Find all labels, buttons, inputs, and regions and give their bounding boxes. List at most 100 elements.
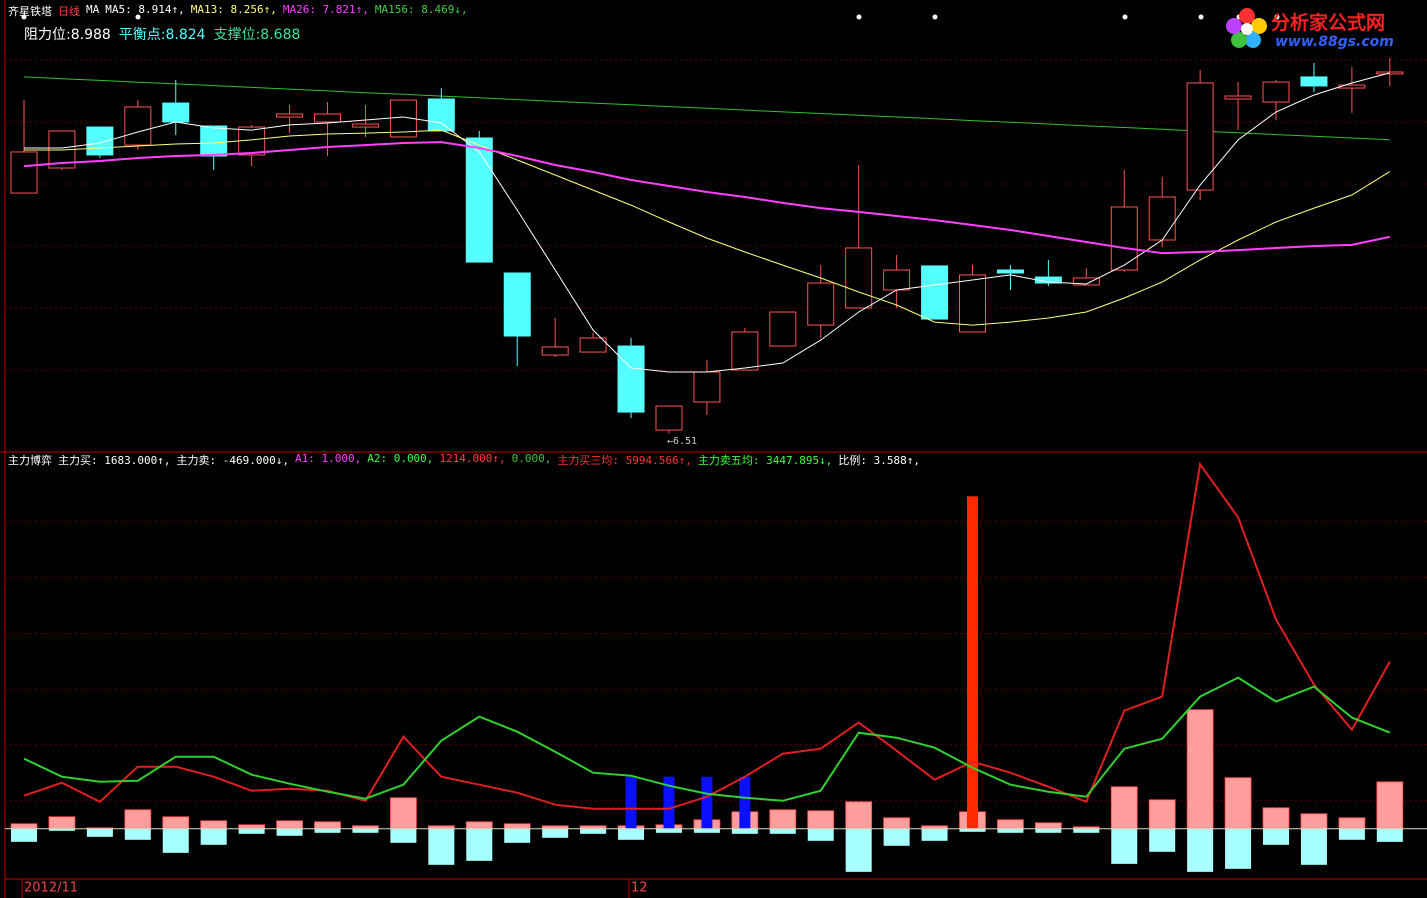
level-label: 平衡点:8.824 [118,27,206,43]
top-legend: 齐星铁塔 日线 MA MA5: 8.914↑, MA13: 8.256↑, MA26:… [8,3,468,19]
volume-bar [625,776,637,829]
average-line [23,676,1391,802]
volume-bar [11,828,37,842]
candle-body [1376,71,1404,75]
volume-bar [314,828,341,833]
volume-bar [1110,786,1138,830]
low-annotation: ←6.51 [667,436,697,447]
legend-item: MA156: 8.469↓, [374,3,468,16]
logo-url: www.88gs.com [1275,34,1394,50]
volume-bar [1149,828,1176,852]
volume-bar [769,828,796,834]
volume-bar [466,828,493,861]
volume-bar [1338,817,1366,830]
candle-body [10,151,38,194]
volume-bar [276,820,303,830]
volume-bar [1187,828,1214,872]
volume-bar [739,776,751,829]
ma-line [24,72,1390,373]
volume-bar [693,828,720,833]
legend-item: MA13: 8.256↑, [190,3,277,16]
legend-item: 1214.000↑, [439,452,506,465]
volume-bar [48,828,75,831]
candle-body [807,282,835,326]
candle-body [655,405,683,431]
volume-bar [618,828,645,840]
volume-bar [845,828,872,872]
level-label: 阻力位:8.988 [24,27,111,43]
volume-bar [967,496,978,829]
volume-bar [1262,807,1290,830]
volume-bar [921,828,948,841]
volume-bar [1300,828,1327,865]
volume-bar [883,828,910,846]
legend-item: A1: 1.000, [294,452,362,465]
legend-item: MA5: 8.914↑, [105,3,185,16]
stock-name: 齐星铁塔 [8,5,52,18]
legend-item: MA26: 7.821↑, [282,3,369,16]
candle-body [617,345,645,413]
volume-bar [1338,828,1365,840]
candle-body [1110,206,1138,271]
volume-bar [10,823,38,830]
volume-bar [238,828,265,834]
ma-line [23,76,1390,141]
candle-body [883,269,911,291]
candle-body [465,137,493,263]
candle-body [314,113,342,123]
volume-bar [1148,799,1176,830]
ma-line [23,141,1391,255]
x-tick-label: 12 [631,881,648,896]
candle-body [731,331,759,371]
volume-bar [1263,828,1290,845]
volume-bar [731,828,758,834]
volume-bar [1376,828,1403,842]
volume-bar [124,809,152,830]
volume-bar [1073,828,1100,833]
candle-body [427,98,455,132]
candle-body [959,274,986,333]
average-line [23,461,1391,810]
legend-item: 比例: 3.588↑, [838,454,920,467]
candle-body [1262,81,1290,103]
candle-body [124,106,152,146]
legend-item: 主力买: 1683.000↑, [58,454,171,467]
volume-bar [1225,828,1252,869]
legend-item: 主力卖: -469.000↓, [176,454,289,467]
volume-bar [959,828,986,832]
volume-bar [390,828,417,843]
candle-body [693,371,721,403]
volume-bar [124,828,151,840]
levels: 阻力位:8.988 平衡点:8.824 支撑位:8.688 [24,24,300,44]
candle-body [503,272,531,337]
legend-item: MA [86,3,100,16]
candle-body [276,113,304,118]
volume-bar [1224,777,1252,830]
volume-bar [1376,781,1404,830]
volume-bar [352,828,379,833]
volume-bar [997,828,1024,833]
volume-bar [807,810,835,830]
volume-bar [465,821,493,830]
ma-line [24,129,1391,326]
volume-bar [1034,822,1062,830]
candle-body [200,125,228,157]
logo-flower [1226,8,1267,48]
volume-bar [883,817,911,830]
volume-bar [1035,828,1062,833]
legend-item: A2: 0.000, [367,452,434,465]
volume-bar [389,797,417,830]
volume-bar [845,801,873,830]
candle-body [1072,277,1100,286]
volume-bar [86,828,113,837]
candle-body [579,337,607,353]
volume-bar [997,819,1024,830]
volume-bar [200,828,227,845]
candle-body [1148,196,1176,241]
volume-bar [48,816,76,830]
candle-body [1338,84,1366,89]
volume-bar [769,809,797,830]
candle-body [1224,95,1252,100]
volume-bar [503,823,531,830]
